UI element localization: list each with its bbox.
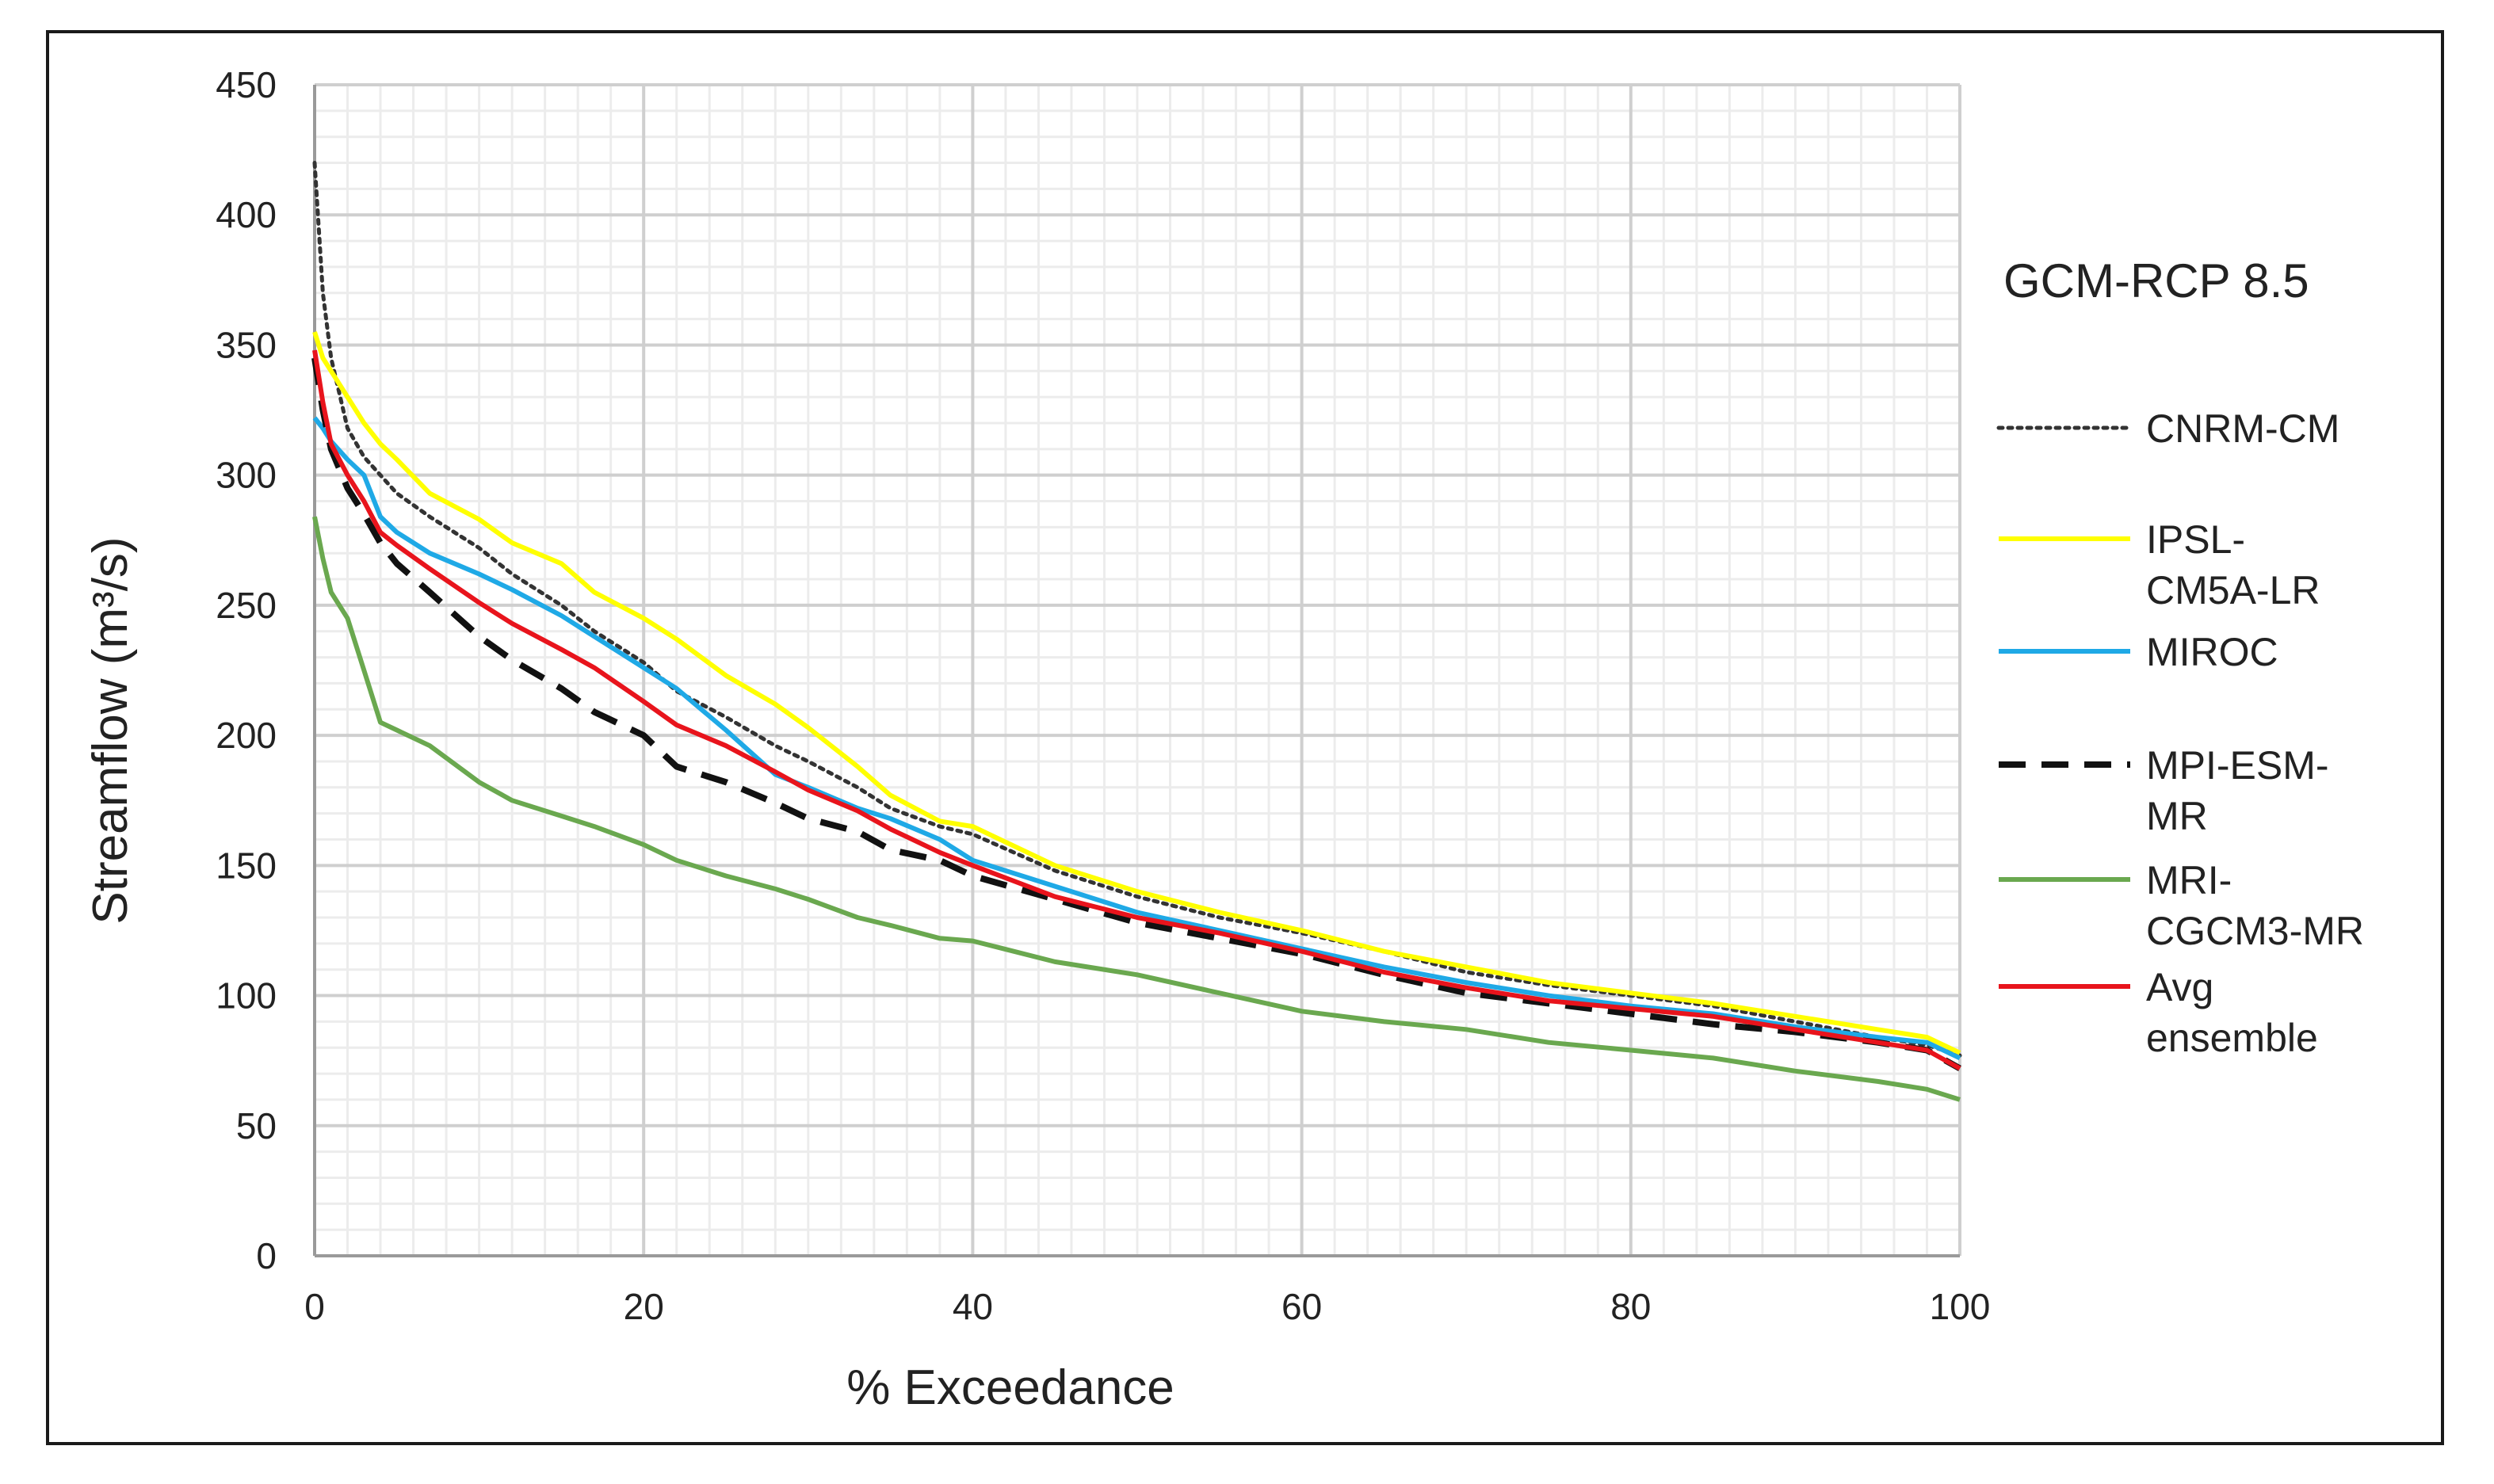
legend-label-line: MRI- xyxy=(2146,858,2232,902)
chart-title: GCM-RCP 8.5 xyxy=(2003,254,2309,307)
legend-label: MPI-ESM- MR xyxy=(2146,743,2329,838)
y-tick-label: 150 xyxy=(216,845,277,886)
y-tick-label: 0 xyxy=(256,1235,277,1276)
axis-layer xyxy=(313,85,1960,1257)
legend: CNRM-CM IPSL- CM5A-LR MIROC MPI-ESM- MR MRI- CG… xyxy=(1996,406,2364,1060)
legend-label-line: CNRM-CM xyxy=(2146,406,2339,451)
legend-label-line: Avg xyxy=(2146,965,2213,1009)
y-axis-title: Streamflow (m³/s) xyxy=(83,536,138,924)
legend-label: MIROC xyxy=(2146,630,2278,674)
y-tick-label: 300 xyxy=(216,455,277,496)
y-tick-label: 200 xyxy=(216,715,277,756)
chart-frame xyxy=(46,30,2444,1445)
legend-item-miroc: MIROC xyxy=(1999,630,2278,674)
x-tick-label: 40 xyxy=(953,1286,993,1327)
tick-labels: 0 50 100 150 200 250 300 350 400 450 0 20 40 60 80 100 xyxy=(216,64,1990,1327)
legend-label-line: IPSL- xyxy=(2146,517,2245,562)
legend-label-line: CGCM3-MR xyxy=(2146,909,2364,953)
x-tick-label: 80 xyxy=(1610,1286,1651,1327)
legend-item-ipsl-cm5a-lr: IPSL- CM5A-LR xyxy=(1999,517,2320,612)
y-tick-label: 250 xyxy=(216,585,277,626)
legend-label-line: CM5A-LR xyxy=(2146,568,2320,612)
y-tick-label: 450 xyxy=(216,64,277,105)
grid-layer xyxy=(315,83,1961,1256)
x-axis-title: % Exceedance xyxy=(846,1360,1174,1415)
series-line-avg-ensemble xyxy=(312,349,1961,1071)
x-tick-label: 60 xyxy=(1281,1286,1322,1327)
series-line-mri-cgcm3-mr xyxy=(312,516,1961,1102)
series-line-miroc xyxy=(312,416,1961,1061)
x-tick-label: 0 xyxy=(304,1286,325,1327)
series-layer xyxy=(311,161,1962,1102)
x-tick-label: 100 xyxy=(1930,1286,1991,1327)
legend-item-cnrm-cm: CNRM-CM xyxy=(1996,406,2339,451)
series-line-cnrm-cm xyxy=(312,161,1962,1058)
legend-label: IPSL- CM5A-LR xyxy=(2146,517,2320,612)
series-line-mpi-esm-mr xyxy=(311,357,1961,1071)
legend-label-line: ensemble xyxy=(2146,1016,2318,1060)
legend-label: CNRM-CM xyxy=(2146,406,2339,451)
x-tick-label: 20 xyxy=(624,1286,664,1327)
legend-label-line: MR xyxy=(2146,794,2208,838)
y-tick-label: 400 xyxy=(216,194,277,235)
legend-label: Avg ensemble xyxy=(2146,965,2318,1060)
legend-item-mri-cgcm3-mr: MRI- CGCM3-MR xyxy=(1999,858,2364,953)
legend-item-mpi-esm-mr: MPI-ESM- MR xyxy=(1999,743,2329,838)
y-tick-label: 100 xyxy=(216,975,277,1017)
series-line-ipsl-cm5a-lr xyxy=(312,331,1961,1055)
legend-label: MRI- CGCM3-MR xyxy=(2146,858,2364,953)
legend-label-line: MPI-ESM- xyxy=(2146,743,2329,788)
legend-item-avg-ensemble: Avg ensemble xyxy=(1999,965,2318,1060)
legend-label-line: MIROC xyxy=(2146,630,2278,674)
y-tick-label: 350 xyxy=(216,324,277,365)
y-tick-label: 50 xyxy=(236,1105,277,1146)
